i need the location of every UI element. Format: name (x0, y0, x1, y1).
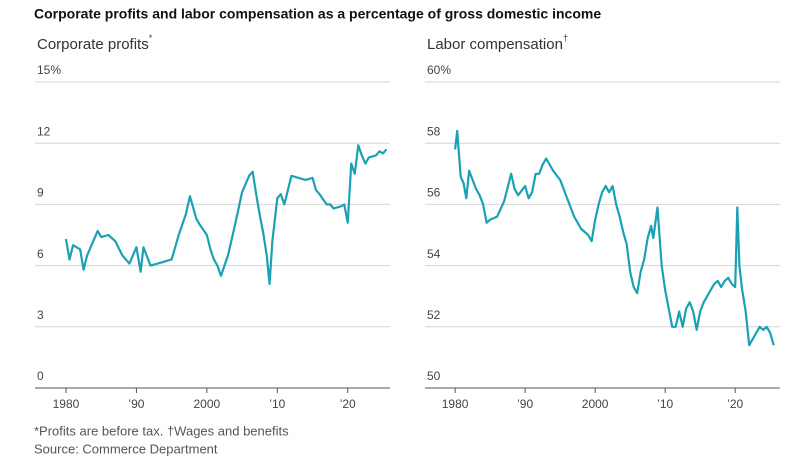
y-tick-label: 60% (427, 63, 451, 77)
source: Source: Commerce Department (34, 441, 218, 456)
x-tick-label: ’10 (657, 397, 673, 411)
y-tick-label: 6 (37, 247, 44, 261)
x-tick-label: ’10 (269, 397, 285, 411)
panel-title-marker: * (149, 33, 153, 43)
x-tick-label: 1980 (53, 397, 80, 411)
x-tick-label: 2000 (194, 397, 221, 411)
y-tick-label: 52 (427, 308, 441, 322)
x-tick-label: ’90 (517, 397, 533, 411)
footnote: *Profits are before tax. †Wages and bene… (34, 423, 289, 438)
y-tick-label: 15% (37, 63, 61, 77)
panel-title-text: Corporate profits (37, 36, 149, 53)
y-tick-label: 12 (37, 124, 51, 138)
y-tick-label: 56 (427, 186, 441, 200)
panel-title: Labor compensation† (427, 33, 568, 53)
x-tick-label: 1980 (442, 397, 469, 411)
panel-title: Corporate profits* (37, 33, 153, 53)
y-tick-label: 58 (427, 124, 441, 138)
x-tick-label: ’90 (128, 397, 144, 411)
y-tick-label: 0 (37, 369, 44, 383)
page-title: Corporate profits and labor compensation… (34, 6, 601, 22)
x-tick-label: ’20 (727, 397, 743, 411)
x-tick-label: 2000 (582, 397, 609, 411)
y-tick-label: 50 (427, 369, 441, 383)
y-tick-label: 9 (37, 186, 44, 200)
data-line (454, 129, 775, 347)
x-tick-label: ’20 (340, 397, 356, 411)
y-tick-label: 54 (427, 247, 441, 261)
panel-title-text: Labor compensation (427, 36, 563, 53)
data-line (64, 144, 388, 286)
y-tick-label: 3 (37, 308, 44, 322)
panel-title-marker: † (563, 33, 568, 43)
